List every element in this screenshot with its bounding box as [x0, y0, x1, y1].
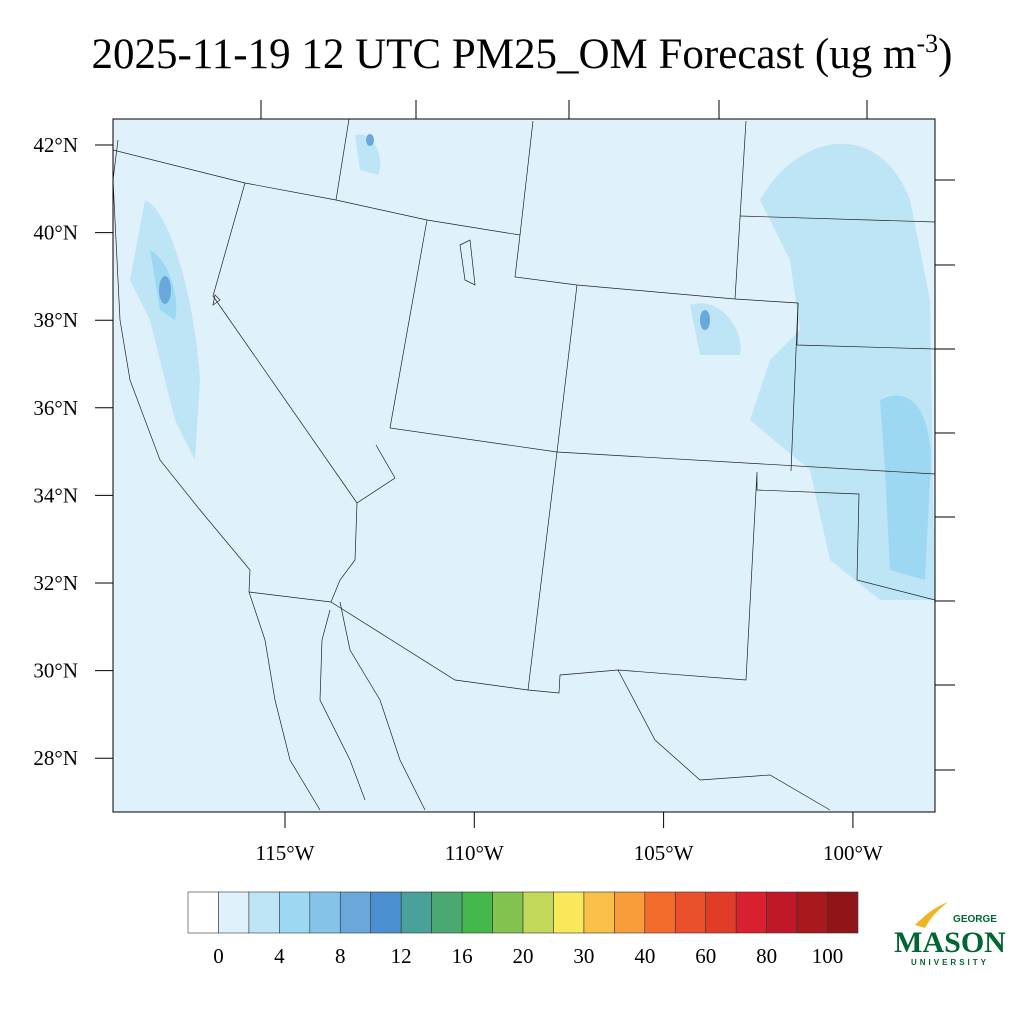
- map-shape: [330, 444, 935, 694]
- map-shape: [527, 284, 578, 691]
- colorbar-swatch: [461, 891, 493, 934]
- colorbar-label: 0: [213, 944, 224, 968]
- map: [113, 119, 935, 812]
- map-shape: [700, 310, 710, 330]
- map-shape: [790, 302, 799, 472]
- colorbar-label: 30: [573, 944, 594, 968]
- colorbar-swatch: [766, 891, 798, 934]
- lon-label: 100°W: [823, 841, 883, 865]
- colorbar-label: 80: [756, 944, 777, 968]
- title-main: 2025-11-19 12 UTC PM25_OM Forecast (ug m: [92, 31, 917, 78]
- lon-labels: 115°W 110°W 105°W 100°W: [256, 812, 883, 865]
- map-shape: [113, 139, 321, 811]
- map-shape: [617, 669, 831, 811]
- map-shape: [319, 609, 366, 801]
- colorbar-swatch: [279, 891, 311, 934]
- map-shape: [212, 182, 358, 504]
- colorbar-swatch: [370, 891, 402, 934]
- colorbar: 0 4 8 12 16 20 30 40 60 80 100: [187, 891, 859, 968]
- lat-label: 36°N: [33, 396, 78, 420]
- colorbar-label: 60: [695, 944, 716, 968]
- colorbar-swatch: [735, 891, 767, 934]
- colorbar-swatch: [614, 891, 646, 934]
- colorbar-swatch: [492, 891, 524, 934]
- title-superscript: -3: [916, 29, 938, 58]
- colorbar-swatch: [309, 891, 341, 934]
- colorbar-label: 100: [812, 944, 844, 968]
- ticks: [260, 100, 955, 771]
- map-shape: [212, 294, 221, 306]
- colorbar-swatch: [431, 891, 463, 934]
- colorbar-swatch: [553, 891, 585, 934]
- lat-label: 40°N: [33, 221, 78, 245]
- colorbar-label: 40: [634, 944, 655, 968]
- colorbar-swatch: [644, 891, 676, 934]
- colorbar-swatch: [522, 891, 554, 934]
- colorbar-swatch: [218, 891, 250, 934]
- map-shape: [880, 395, 931, 580]
- colorbar-swatch: [583, 891, 615, 934]
- logo-name: MASON: [894, 926, 1006, 959]
- map-shape: [335, 119, 350, 201]
- colorbar-label: 8: [335, 944, 346, 968]
- colorbar-swatch: [187, 891, 219, 934]
- lat-label: 38°N: [33, 308, 78, 332]
- lat-label: 30°N: [33, 659, 78, 683]
- colorbar-swatch: [705, 891, 737, 934]
- lon-label: 105°W: [634, 841, 694, 865]
- map-shape: [739, 215, 935, 223]
- logo-top: GEORGE: [953, 914, 997, 925]
- colorbar-label: 20: [513, 944, 534, 968]
- colorbar-swatch: [339, 891, 372, 934]
- colorbar-swatch: [248, 891, 280, 934]
- colorbar-swatch: [400, 891, 432, 934]
- title-end: ): [938, 31, 952, 78]
- map-shape: [915, 902, 948, 928]
- colorbar-swatch: [674, 891, 707, 934]
- lat-label: 32°N: [33, 571, 78, 595]
- map-shape: [248, 591, 332, 603]
- map-shape: [459, 239, 476, 286]
- lat-label: 42°N: [33, 133, 78, 157]
- logo-bottom: UNIVERSITY: [911, 958, 989, 967]
- title: 2025-11-19 12 UTC PM25_OM Forecast (ug m…: [92, 29, 953, 78]
- colorbar-label: 16: [452, 944, 473, 968]
- map-shape: [366, 134, 374, 146]
- colorbar-swatch: [796, 891, 828, 934]
- map-shape: [130, 200, 200, 460]
- colorbar-label: 4: [274, 944, 285, 968]
- lon-label: 115°W: [256, 841, 315, 865]
- map-shape: [339, 601, 426, 811]
- map-frame: [112, 118, 936, 813]
- colorbar-label: 12: [391, 944, 412, 968]
- lon-label: 110°W: [445, 841, 504, 865]
- logo: GEORGE MASON UNIVERSITY: [894, 902, 1006, 967]
- map-shape: [355, 134, 381, 175]
- lat-labels: 42°N 40°N 38°N 36°N 34°N 32°N 30°N 28°N: [33, 133, 113, 770]
- map-shape: [389, 219, 935, 475]
- colorbar-swatch: [827, 891, 859, 934]
- map-shape: [159, 276, 171, 304]
- map-shape: [734, 120, 747, 300]
- lat-label: 28°N: [33, 746, 78, 770]
- lat-label: 34°N: [33, 483, 78, 507]
- map-shape: [514, 120, 935, 350]
